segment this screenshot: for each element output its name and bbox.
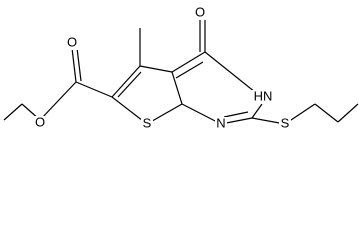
molecule-diagram: O O O S N HN S — [3, 4, 359, 131]
label-bg — [215, 117, 227, 131]
label-bg — [194, 6, 206, 20]
bond — [3, 103, 23, 121]
bond — [71, 47, 77, 83]
label-bg — [34, 116, 46, 130]
atom-label: O — [67, 34, 77, 49]
label-bg — [279, 117, 291, 131]
atom-label: HN — [254, 88, 273, 103]
bond — [171, 71, 183, 105]
bond — [337, 103, 359, 123]
bond — [314, 103, 339, 123]
bond — [75, 81, 113, 98]
atom-label: S — [281, 115, 290, 130]
bond — [76, 47, 82, 82]
atom-labels: O O O S N HN S — [34, 4, 291, 131]
bond — [204, 51, 256, 93]
atom-label: O — [195, 4, 205, 19]
bond — [139, 65, 173, 73]
atom-label: S — [143, 115, 152, 130]
atom-label: N — [216, 115, 225, 130]
bond — [181, 103, 222, 125]
bond — [117, 71, 142, 98]
bond — [39, 81, 77, 121]
label-bg — [252, 90, 274, 104]
bond — [175, 61, 204, 79]
bond — [111, 65, 141, 98]
bond — [171, 51, 206, 73]
atom-label: O — [35, 114, 45, 129]
bond — [251, 103, 263, 119]
bond — [223, 111, 249, 118]
label-bg — [141, 117, 153, 131]
label-bg — [66, 36, 78, 50]
